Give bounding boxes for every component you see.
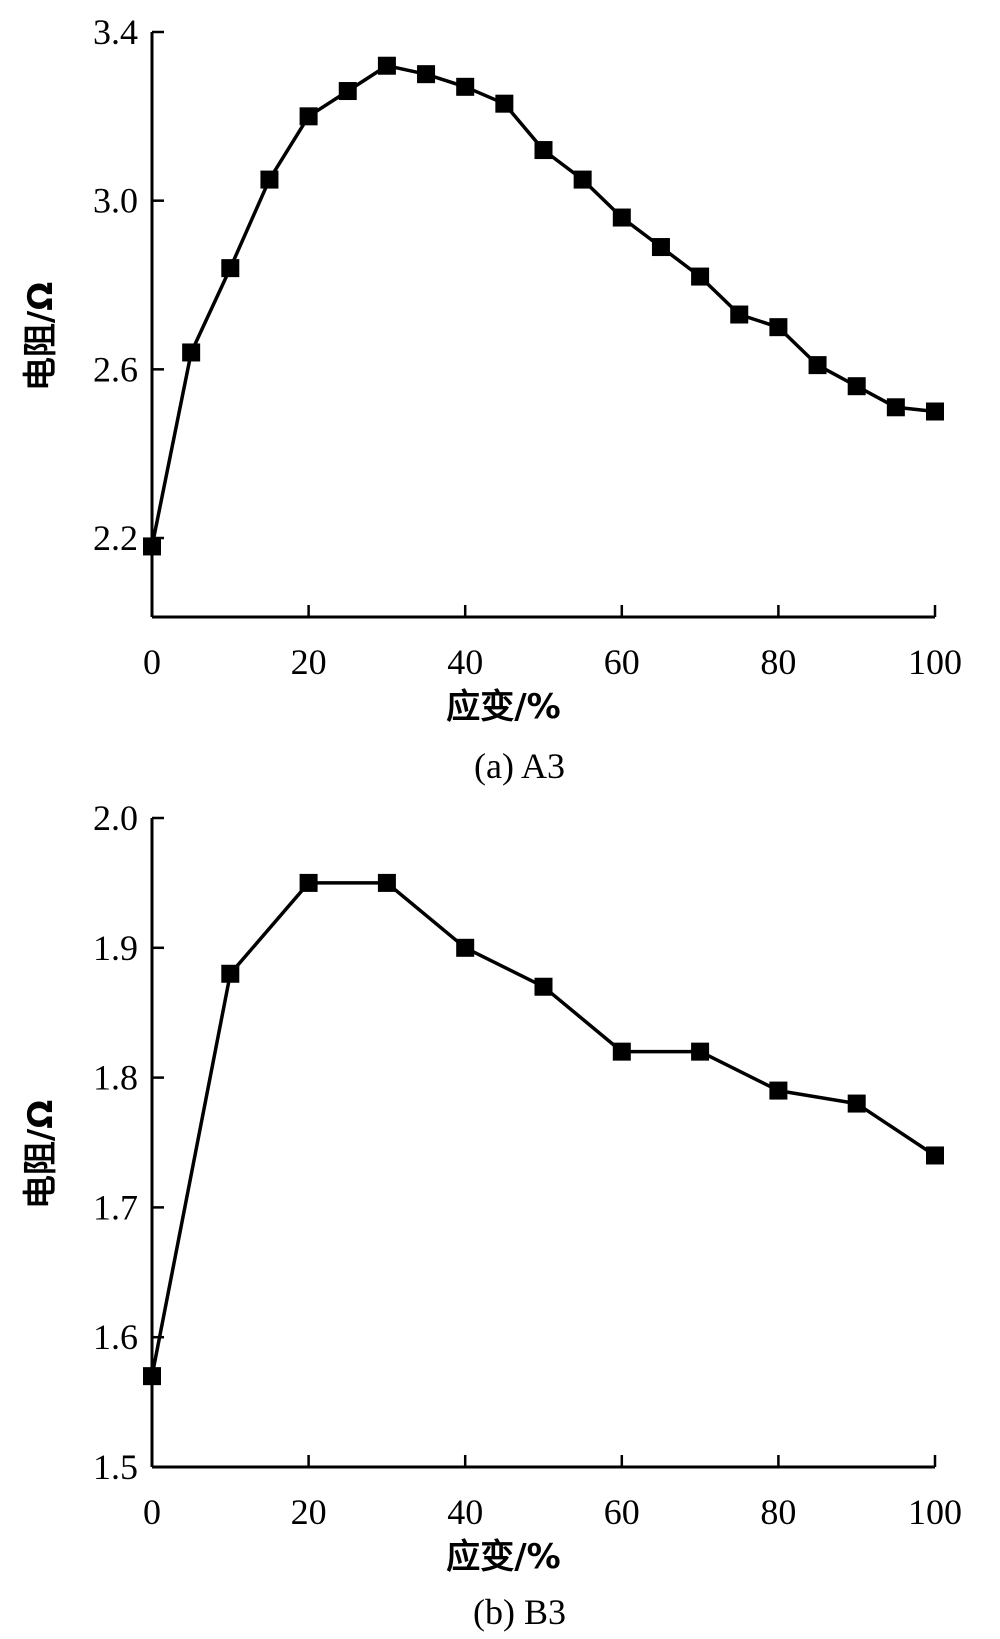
data-point	[377, 56, 396, 75]
chart-caption: (a) A3	[474, 746, 565, 786]
data-point	[926, 1146, 944, 1165]
x-tick-label: 40	[447, 642, 483, 682]
x-tick-label: 0	[143, 1492, 161, 1532]
data-point	[847, 377, 866, 396]
series-line	[150, 63, 936, 547]
x-axis-title: 应变/%	[446, 687, 560, 727]
data-point	[691, 1042, 710, 1061]
y-tick-label: 3.4	[93, 12, 138, 52]
x-tick-label: 0	[143, 642, 161, 682]
data-point	[221, 964, 240, 983]
data-point	[221, 259, 240, 278]
series-line	[150, 881, 936, 1377]
chart-a3: 0 20 40 60 80 100 2.2 2.6 3.0 3.4 应变/% 电阻/Ω (a) A3	[21, 12, 962, 786]
x-axis-title: 应变/%	[446, 1537, 560, 1577]
data-point	[926, 402, 944, 421]
y-tick-label: 2.0	[93, 798, 138, 838]
data-point	[769, 318, 788, 337]
y-tick-label: 1.7	[93, 1187, 138, 1227]
data-point	[456, 938, 475, 957]
data-point	[260, 170, 279, 189]
data-point	[730, 305, 749, 324]
data-point	[847, 1094, 866, 1113]
data-point	[651, 238, 670, 257]
data-point	[612, 1042, 631, 1061]
data-point	[417, 65, 436, 84]
y-axis-title: 电阻/Ω	[21, 282, 61, 391]
x-tick-label: 80	[760, 642, 796, 682]
y-tick-label: 1.9	[93, 928, 138, 968]
chart-caption: (b) B3	[473, 1592, 566, 1632]
data-point	[143, 1367, 161, 1386]
y-axis-title: 电阻/Ω	[21, 1100, 61, 1209]
x-tick-label: 80	[760, 1492, 796, 1532]
data-point	[377, 873, 396, 892]
data-point	[573, 170, 592, 189]
data-point	[143, 537, 161, 556]
chart-b3: 0 20 40 60 80 100 1.5 1.6 1.7 1.8 1.9 2.0 应变/% 电阻/Ω (b…	[21, 798, 962, 1632]
x-tick-label: 60	[604, 642, 640, 682]
y-tick-label: 2.6	[93, 349, 138, 389]
data-point	[182, 343, 201, 362]
data-point	[495, 94, 514, 113]
data-point	[769, 1081, 788, 1100]
data-point	[612, 208, 631, 227]
x-tick-label: 20	[291, 642, 327, 682]
x-tick-label: 100	[908, 1492, 962, 1532]
data-point	[534, 141, 553, 160]
x-tick-label: 40	[447, 1492, 483, 1532]
y-tick-label: 1.6	[93, 1317, 138, 1357]
x-tick-label: 20	[291, 1492, 327, 1532]
data-point	[299, 107, 318, 126]
data-point	[691, 267, 710, 286]
data-point	[886, 398, 905, 417]
y-tick-label: 2.2	[93, 518, 138, 558]
data-point	[338, 82, 357, 101]
data-point	[456, 77, 475, 96]
y-tick-label: 1.8	[93, 1058, 138, 1098]
data-point	[534, 977, 553, 996]
y-tick-label: 3.0	[93, 181, 138, 221]
data-point	[299, 873, 318, 892]
x-tick-label: 100	[908, 642, 962, 682]
y-tick-label: 1.5	[93, 1447, 138, 1487]
x-tick-label: 60	[604, 1492, 640, 1532]
data-point	[808, 356, 827, 375]
